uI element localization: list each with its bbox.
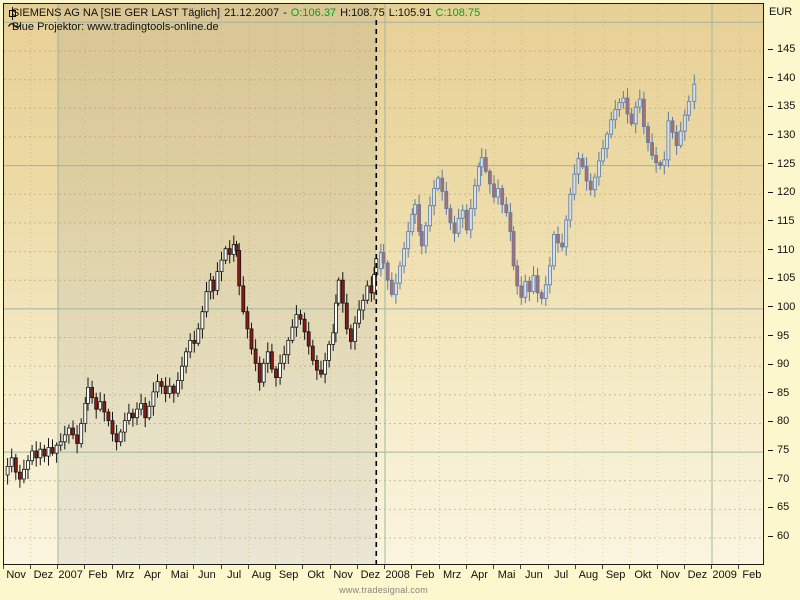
x-tick-mark <box>602 565 603 569</box>
y-tick-label: 125 <box>768 158 795 170</box>
x-tick-mark <box>329 565 331 569</box>
x-tick-label: 2009 <box>712 569 737 581</box>
x-tick-mark <box>302 565 304 569</box>
x-tick-mark <box>465 565 467 569</box>
x-tick-label: 2007 <box>58 569 83 581</box>
series-up-bodies-0 <box>5 244 379 480</box>
x-tick-label: Jun <box>198 569 216 581</box>
series-down-bodies-0 <box>13 244 374 480</box>
x-tick-mark <box>275 565 276 569</box>
x-tick-label: Dez <box>360 569 381 581</box>
chart-canvas <box>4 4 763 564</box>
x-tick-mark <box>438 565 440 569</box>
y-tick-label: 140 <box>768 72 795 84</box>
x-tick-mark <box>574 565 576 569</box>
x-tick-label: Apr <box>470 569 488 581</box>
x-tick-mark <box>683 565 685 569</box>
indicator-header: Blue Projektor: www.tradingtools-online.… <box>8 21 219 33</box>
quote-open: O:106.37 <box>290 7 337 19</box>
y-tick-label: 75 <box>768 444 789 456</box>
x-tick-mark <box>247 565 249 569</box>
y-tick-label: 60 <box>768 530 789 542</box>
instrument-title: SIEMENS AG NA [SIE GER LAST Täglich] <box>12 7 221 19</box>
x-tick-mark <box>29 565 31 569</box>
x-tick-label: Dez <box>687 569 708 581</box>
watermark: www.tradesignal.com <box>339 585 428 595</box>
x-tick-label: Dez <box>33 569 54 581</box>
quote-date: 21.12.2007 <box>224 7 280 19</box>
instrument-header: SIEMENS AG NA [SIE GER LAST Täglich] 21.… <box>8 7 481 20</box>
y-tick-label: 70 <box>768 473 789 485</box>
y-tick-label: 80 <box>768 415 789 427</box>
x-tick-label: Nov <box>6 569 26 581</box>
x-tick-mark <box>84 565 86 569</box>
x-tick-label: Mrz <box>442 569 462 581</box>
x-tick-label: Feb <box>88 569 108 581</box>
y-tick-label: 100 <box>768 301 795 313</box>
x-tick-label: Jun <box>525 569 543 581</box>
x-tick-label: Nov <box>660 569 680 581</box>
x-tick-label: Jul <box>227 569 242 581</box>
x-tick-mark <box>138 565 140 569</box>
x-tick-mark <box>356 565 358 569</box>
x-tick-label: Aug <box>578 569 599 581</box>
y-tick-label: 130 <box>768 129 795 141</box>
plot-area[interactable]: SIEMENS AG NA [SIE GER LAST Täglich] 21.… <box>3 3 764 565</box>
separator: - <box>283 7 287 19</box>
x-tick-label: Mrz <box>115 569 135 581</box>
y-tick-label: 115 <box>768 215 795 227</box>
y-tick-label: 145 <box>768 43 795 55</box>
series-up-bodies-1 <box>379 83 697 299</box>
x-tick-mark <box>656 565 658 569</box>
x-tick-mark <box>166 565 167 569</box>
x-tick-mark <box>711 565 712 569</box>
x-tick-label: Apr <box>143 569 161 581</box>
y-tick-label: 65 <box>768 501 789 513</box>
x-tick-label: Okt <box>307 569 325 581</box>
x-tick-mark <box>493 565 494 569</box>
x-tick-label: Mai <box>170 569 189 581</box>
x-tick-mark <box>2 565 4 569</box>
x-tick-mark <box>220 565 222 569</box>
x-tick-mark <box>520 565 522 569</box>
indicator-label: Blue Projektor: www.tradingtools-online.… <box>12 21 219 33</box>
x-tick-label: Sep <box>278 569 299 581</box>
x-tick-mark <box>738 565 740 569</box>
x-tick-label: Aug <box>251 569 272 581</box>
y-tick-label: 135 <box>768 100 795 112</box>
quote-close: C:108.75 <box>435 7 481 19</box>
x-tick-mark <box>629 565 631 569</box>
x-tick-mark <box>111 565 113 569</box>
x-tick-mark <box>384 565 385 569</box>
x-tick-label: Nov <box>333 569 353 581</box>
x-tick-mark <box>57 565 58 569</box>
x-tick-mark <box>193 565 195 569</box>
x-tick-label: Mai <box>497 569 516 581</box>
y-tick-label: 95 <box>768 330 789 342</box>
x-tick-label: Feb <box>415 569 435 581</box>
series-wicks-1 <box>380 74 695 307</box>
y-tick-label: 105 <box>768 272 795 284</box>
x-tick-label: Okt <box>634 569 652 581</box>
x-tick-label: Sep <box>605 569 626 581</box>
x-tick-label: 2008 <box>385 569 410 581</box>
x-tick-mark <box>411 565 413 569</box>
y-tick-label: 120 <box>768 186 795 198</box>
series-down-bodies-1 <box>381 97 679 299</box>
currency-label: EUR <box>769 6 793 18</box>
x-tick-label: Jul <box>554 569 569 581</box>
quote-low: L:105.91 <box>388 7 432 19</box>
y-tick-label: 90 <box>768 358 789 370</box>
y-tick-label: 110 <box>768 244 795 256</box>
x-tick-label: Feb <box>742 569 762 581</box>
quote-high: H:108.75 <box>340 7 385 19</box>
y-tick-label: 85 <box>768 387 789 399</box>
x-tick-mark <box>547 565 549 569</box>
